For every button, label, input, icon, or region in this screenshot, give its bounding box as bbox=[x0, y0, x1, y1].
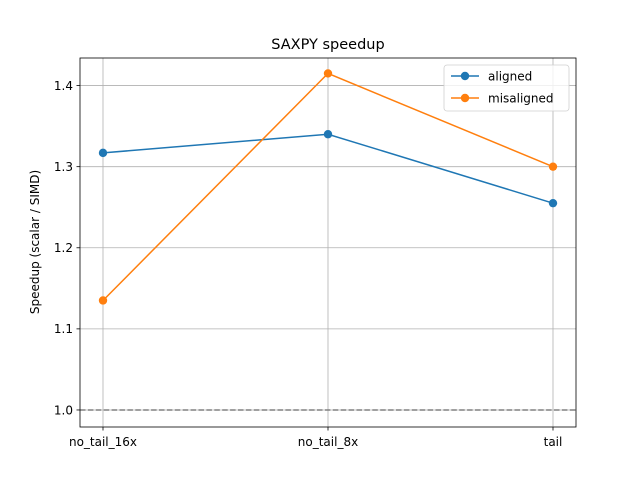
legend-label: aligned bbox=[488, 69, 532, 83]
y-tick-label: 1.1 bbox=[54, 322, 73, 336]
data-point-aligned bbox=[548, 198, 558, 208]
data-point-misaligned bbox=[98, 296, 108, 305]
tick-layer: no_tail_16x no_tail_8x tail 1.0 1.1 1.2 1.3 1.4 bbox=[54, 79, 562, 449]
legend-label: misaligned bbox=[488, 91, 554, 105]
legend-swatch-marker bbox=[460, 71, 470, 81]
data-point-misaligned bbox=[548, 162, 558, 171]
series-layer bbox=[98, 69, 558, 305]
y-tick-label: 1.3 bbox=[54, 160, 73, 174]
x-tick-label: tail bbox=[544, 435, 563, 449]
data-point-misaligned bbox=[323, 69, 333, 78]
chart-title: SAXPY speedup bbox=[271, 37, 384, 53]
x-tick-label: no_tail_16x bbox=[69, 435, 137, 449]
y-tick-label: 1.4 bbox=[54, 79, 73, 93]
legend: aligned misaligned bbox=[443, 64, 570, 112]
legend-swatch-marker bbox=[460, 93, 470, 103]
y-tick-label: 1.2 bbox=[54, 241, 73, 255]
y-tick-label: 1.0 bbox=[54, 403, 73, 417]
data-point-aligned bbox=[98, 148, 108, 158]
x-tick-label: no_tail_8x bbox=[298, 435, 358, 449]
y-axis-label: Speedup (scalar / SIMD) bbox=[28, 170, 42, 314]
data-point-aligned bbox=[323, 130, 333, 139]
